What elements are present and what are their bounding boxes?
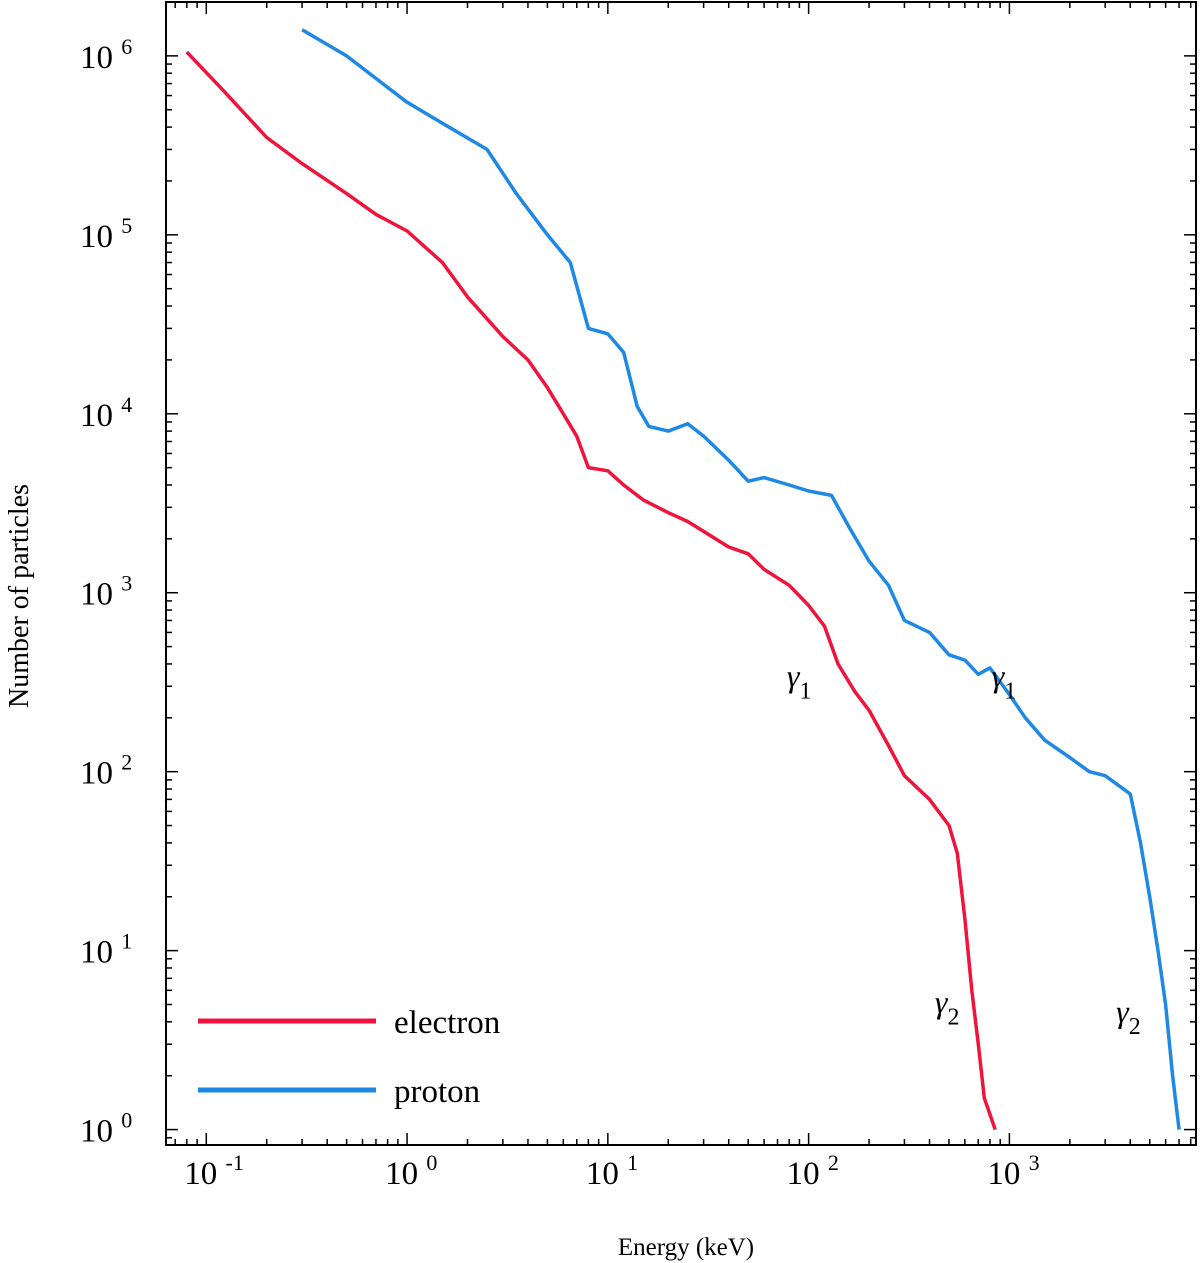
y-tick-label: 10 6 (80, 34, 132, 76)
x-axis-title: Energy (keV) (618, 1234, 754, 1261)
gamma-annotation-electron: γ2 (935, 984, 960, 1031)
y-tick-label: 10 1 (80, 929, 132, 971)
x-tick-label: 10 2 (787, 1150, 839, 1192)
x-tick-label: 10 0 (385, 1150, 437, 1192)
gamma-annotation-electron: γ1 (787, 657, 812, 704)
y-tick-label: 10 4 (80, 392, 132, 434)
axis-ticks: 10 -1 10 0 10 1 10 2 10 3 10 0 10 1 10 2 10 3 10 … (80, 1, 1196, 1192)
y-tick-label: 10 5 (80, 213, 132, 255)
x-tick-label: 10 3 (987, 1150, 1039, 1192)
series-line-proton (301, 28, 1181, 1130)
series-layer (185, 28, 1181, 1131)
gamma-annotation-proton: γ2 (1116, 993, 1141, 1040)
annotation-layer: γ1 γ2 γ1 γ2 (787, 657, 1141, 1040)
legend-label-proton: proton (394, 1074, 480, 1110)
plot-frame (165, 1, 1197, 1146)
y-tick-label: 10 3 (80, 571, 132, 613)
y-tick-label: 10 0 (80, 1108, 132, 1150)
x-tick-label: 10 -1 (184, 1150, 244, 1192)
y-tick-label: 10 2 (80, 750, 132, 792)
legend: electron proton (198, 1005, 500, 1110)
y-axis-title: Number of particles (4, 484, 35, 708)
x-tick-label: 10 1 (586, 1150, 638, 1192)
gamma-annotation-proton: γ1 (992, 657, 1017, 704)
series-line-electron (185, 50, 997, 1131)
legend-label-electron: electron (394, 1005, 500, 1041)
